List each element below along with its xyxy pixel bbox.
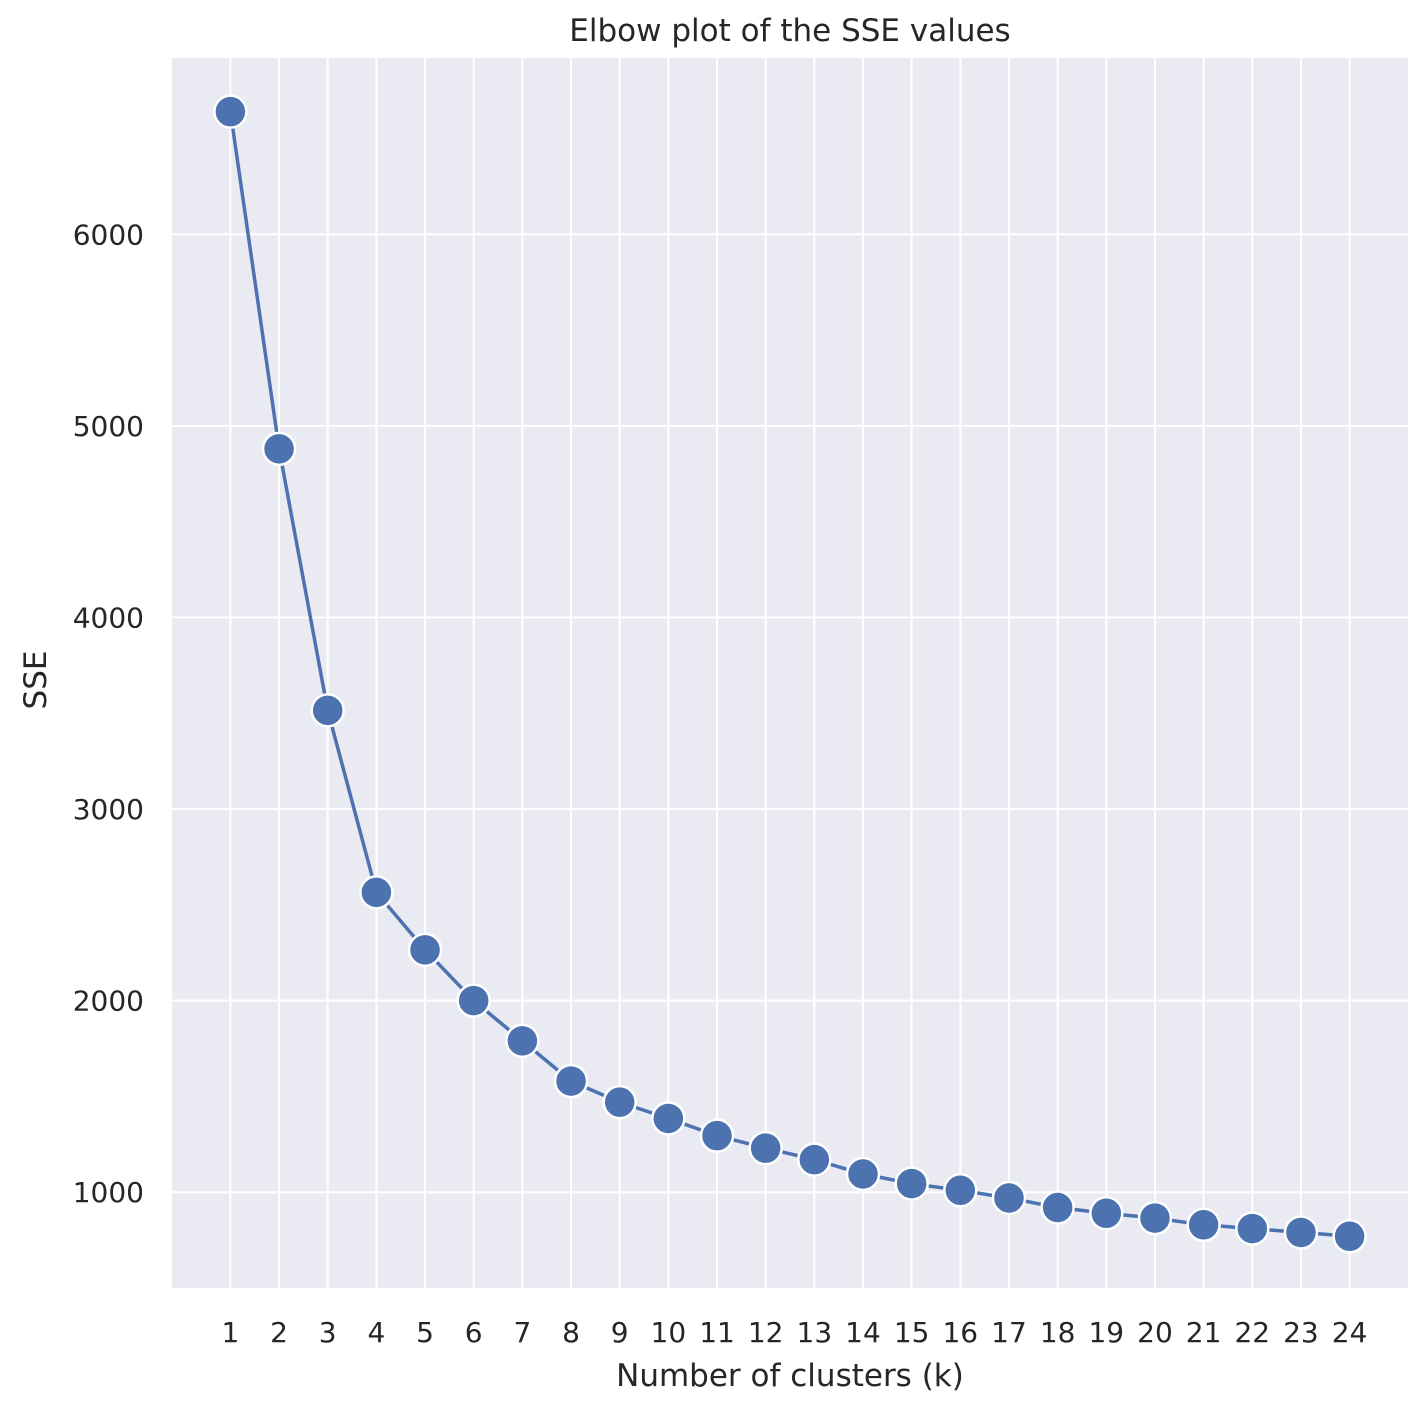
x-tick-label: 12 [748, 1316, 784, 1349]
x-tick-label: 2 [270, 1316, 288, 1349]
data-point [651, 1101, 686, 1136]
x-tick-label: 17 [991, 1316, 1027, 1349]
plot-area [172, 58, 1408, 1288]
x-tick-label: 14 [845, 1316, 881, 1349]
y-tick-label: 1000 [73, 1176, 144, 1209]
y-tick-labels: 1000 2000 3000 4000 5000 6000 [73, 218, 144, 1209]
y-tick-label: 3000 [73, 793, 144, 826]
data-point [1283, 1215, 1319, 1250]
x-tick-label: 18 [1040, 1316, 1076, 1349]
data-point [553, 1063, 589, 1099]
data-point [359, 875, 394, 910]
data-point [748, 1130, 783, 1166]
data-point [213, 94, 248, 129]
x-tick-label: 8 [562, 1316, 580, 1349]
data-point [1137, 1200, 1173, 1236]
x-tick-label: 22 [1234, 1316, 1270, 1349]
x-axis-label: Number of clusters (k) [616, 1358, 964, 1394]
data-point [894, 1166, 929, 1201]
x-tick-label: 3 [319, 1316, 337, 1349]
x-tick-label: 7 [513, 1316, 531, 1349]
y-tick-label: 5000 [73, 410, 144, 443]
data-point [407, 932, 443, 968]
y-tick-label: 2000 [73, 985, 144, 1018]
data-point [1332, 1219, 1367, 1254]
x-tick-label: 24 [1332, 1316, 1368, 1349]
x-tick-label: 11 [699, 1316, 735, 1349]
y-tick-label: 6000 [73, 218, 144, 251]
data-point [310, 693, 345, 728]
x-tick-label: 13 [797, 1316, 833, 1349]
x-tick-label: 9 [611, 1316, 629, 1349]
chart-title: Elbow plot of the SSE values [569, 13, 1010, 49]
x-tick-labels: 1 2 3 4 5 6 7 8 9 10 11 12 13 14 15 16 17 18 19 20 21 22 23 24 [221, 1316, 1367, 1349]
data-points [213, 94, 1367, 1254]
x-tick-label: 4 [367, 1316, 385, 1349]
y-tick-label: 4000 [73, 601, 144, 634]
x-tick-label: 23 [1283, 1316, 1319, 1349]
x-tick-label: 6 [465, 1316, 483, 1349]
x-tick-label: 10 [651, 1316, 687, 1349]
data-point [1040, 1190, 1075, 1225]
data-point [602, 1084, 637, 1120]
x-tick-label: 5 [416, 1316, 434, 1349]
data-point [1235, 1211, 1270, 1246]
data-point [1089, 1196, 1124, 1231]
x-tick-label: 19 [1088, 1316, 1124, 1349]
data-point [505, 1023, 540, 1059]
x-tick-label: 16 [942, 1316, 978, 1349]
x-tick-label: 15 [894, 1316, 930, 1349]
data-point [797, 1142, 832, 1177]
x-tick-label: 20 [1137, 1316, 1173, 1349]
data-point [261, 431, 297, 467]
grid-lines [172, 58, 1408, 1288]
data-point [699, 1118, 735, 1153]
data-point [1186, 1207, 1221, 1243]
data-point [456, 983, 491, 1018]
x-tick-label: 21 [1186, 1316, 1222, 1349]
data-point [845, 1156, 881, 1192]
y-axis-label: SSE [18, 651, 54, 710]
data-point [991, 1180, 1027, 1216]
x-tick-label: 1 [221, 1316, 239, 1349]
data-point [943, 1173, 978, 1208]
